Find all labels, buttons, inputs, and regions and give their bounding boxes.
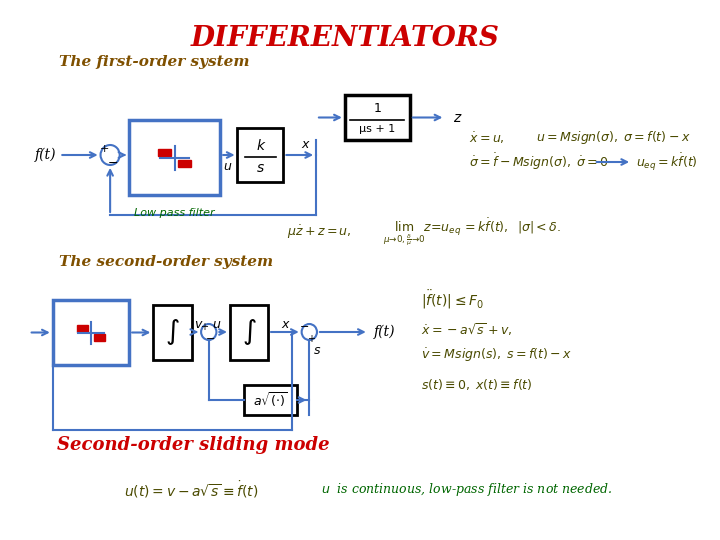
Text: k: k bbox=[256, 139, 264, 153]
Text: z: z bbox=[453, 111, 460, 125]
Text: f(t): f(t) bbox=[374, 325, 395, 339]
Text: x: x bbox=[301, 138, 308, 152]
Text: $u_{eq} = k\dot{f}(t)$: $u_{eq} = k\dot{f}(t)$ bbox=[636, 151, 698, 173]
Bar bbox=[178, 159, 191, 166]
Text: 1: 1 bbox=[374, 102, 381, 114]
Text: The second-order system: The second-order system bbox=[59, 255, 274, 269]
Text: Low pass filter: Low pass filter bbox=[135, 208, 215, 218]
Text: The first-order system: The first-order system bbox=[59, 55, 250, 69]
Text: $\dot{x} = u,$: $\dot{x} = u,$ bbox=[469, 130, 505, 146]
Text: s: s bbox=[314, 343, 320, 356]
Text: −: − bbox=[108, 157, 118, 170]
Text: u: u bbox=[212, 318, 220, 330]
Text: $\dot{x} = -a\sqrt{s}+v,$: $\dot{x} = -a\sqrt{s}+v,$ bbox=[421, 322, 513, 339]
Text: μs + 1: μs + 1 bbox=[359, 124, 395, 133]
Text: $u$  is continuous, low-pass filter is not needed.: $u$ is continuous, low-pass filter is no… bbox=[321, 482, 613, 498]
Text: $\int$: $\int$ bbox=[165, 318, 180, 347]
Bar bbox=[158, 148, 171, 156]
Text: $\dot{v} = Msign(s),\;s = f(t)-x$: $\dot{v} = Msign(s),\;s = f(t)-x$ bbox=[421, 346, 572, 364]
Text: $|\ddot{f}(t)| \leq F_0$: $|\ddot{f}(t)| \leq F_0$ bbox=[421, 289, 485, 312]
Bar bbox=[345, 95, 410, 140]
Text: v: v bbox=[194, 318, 202, 331]
Text: +: + bbox=[307, 334, 315, 344]
Text: $\mu\dot{z} + z = u,$: $\mu\dot{z} + z = u,$ bbox=[287, 223, 352, 241]
Text: Second-order sliding mode: Second-order sliding mode bbox=[58, 436, 330, 454]
Text: x: x bbox=[282, 318, 289, 330]
Bar bbox=[94, 334, 105, 341]
Bar bbox=[76, 325, 88, 332]
Text: f(t): f(t) bbox=[35, 148, 57, 162]
Bar bbox=[238, 128, 284, 182]
Bar bbox=[230, 305, 268, 360]
Text: DIFFERENTIATORS: DIFFERENTIATORS bbox=[190, 24, 499, 51]
Text: s: s bbox=[257, 161, 264, 175]
Text: $u(t) = v - a\sqrt{s} \equiv \dot{f}(t)$: $u(t) = v - a\sqrt{s} \equiv \dot{f}(t)$ bbox=[125, 480, 258, 501]
Text: +: + bbox=[99, 144, 109, 154]
Text: $a\sqrt{(\cdot)}$: $a\sqrt{(\cdot)}$ bbox=[253, 390, 288, 409]
Text: +: + bbox=[200, 322, 208, 332]
Text: $\int$: $\int$ bbox=[242, 318, 256, 347]
Text: $\dot{\sigma} = \dot{f} - Msign(\sigma),\;\dot{\sigma}=0$: $\dot{\sigma} = \dot{f} - Msign(\sigma),… bbox=[469, 152, 608, 172]
Bar bbox=[130, 120, 220, 195]
Text: $s(t)\equiv 0,\;x(t)\equiv f(t)$: $s(t)\equiv 0,\;x(t)\equiv f(t)$ bbox=[421, 377, 533, 393]
Text: −: − bbox=[300, 322, 309, 332]
Bar bbox=[153, 305, 192, 360]
Text: $u = Msign(\sigma),\;\sigma = f(t)-x$: $u = Msign(\sigma),\;\sigma = f(t)-x$ bbox=[536, 130, 690, 146]
Bar bbox=[53, 300, 130, 365]
Text: u: u bbox=[223, 160, 231, 173]
Text: −: − bbox=[206, 334, 215, 344]
Text: $\lim_{\mu\to0,\frac{\delta}{\mu}\to0} z = u_{eq} = k\dot{f}(t),\;\;|\sigma|<\de: $\lim_{\mu\to0,\frac{\delta}{\mu}\to0} z… bbox=[383, 217, 561, 247]
Bar bbox=[244, 385, 297, 415]
